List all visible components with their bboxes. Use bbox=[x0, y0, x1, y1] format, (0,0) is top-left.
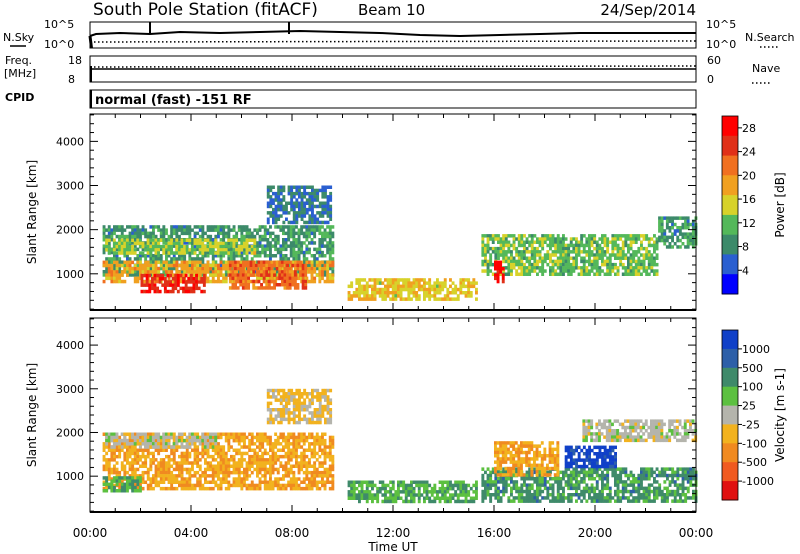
nsearch-label: N.Search bbox=[745, 31, 795, 44]
scatter-region bbox=[582, 419, 698, 443]
power-colorbar: 28 24 20 16 12 8 4 Power [dB] bbox=[721, 115, 787, 295]
colorbar-label: Power [dB] bbox=[773, 172, 787, 237]
scatter-region bbox=[266, 388, 333, 425]
nsky-label: N.Sky bbox=[3, 31, 35, 44]
nave-tick-low: 0 bbox=[707, 73, 714, 86]
colorbar-tick-label: 24 bbox=[742, 146, 756, 159]
scatter-region bbox=[102, 476, 142, 493]
colorbar-tick-label: 25 bbox=[742, 400, 756, 413]
nsky-tick-high: 10^5 bbox=[44, 18, 74, 31]
nave-label: Nave bbox=[752, 62, 780, 75]
cpid-text: normal (fast) -151 RF bbox=[95, 93, 252, 108]
x-tick-labels: 00:00 04:00 08:00 12:00 16:00 20:00 00:00 bbox=[73, 526, 714, 540]
date-label: 24/Sep/2014 bbox=[600, 1, 696, 19]
colorbar-segment bbox=[722, 367, 738, 388]
freq-label: Freq. bbox=[5, 54, 32, 67]
x-tick-label: 00:00 bbox=[679, 526, 714, 540]
y-tick-label: 2000 bbox=[56, 426, 84, 439]
freq-unit-label: [MHz] bbox=[4, 67, 36, 80]
nsky-panel bbox=[88, 21, 697, 49]
colorbar-tick-label: -25 bbox=[742, 418, 760, 431]
colorbar-segment bbox=[722, 424, 738, 444]
x-tick-label: 00:00 bbox=[73, 526, 108, 540]
nave-tick-high: 60 bbox=[707, 54, 721, 67]
nsearch-tick-high: 10^5 bbox=[706, 18, 736, 31]
colorbar-tick-label: -500 bbox=[742, 456, 767, 469]
scatter-cells bbox=[102, 388, 698, 504]
x-tick-label: 04:00 bbox=[174, 526, 209, 540]
colorbar-tick-label: 12 bbox=[742, 217, 756, 230]
colorbar-tick-label: 4 bbox=[742, 264, 749, 277]
scatter-region bbox=[564, 445, 617, 469]
scatter-region bbox=[140, 273, 206, 294]
velocity-panel: 1000 2000 3000 4000 Slant Range [km] bbox=[25, 317, 698, 513]
colorbar-tick-label: 8 bbox=[742, 241, 749, 254]
scatter-region bbox=[494, 441, 560, 477]
colorbar-label: Velocity [m s-1] bbox=[773, 368, 787, 462]
colorbar-segment bbox=[722, 195, 738, 216]
colorbar-tick-label: 500 bbox=[742, 362, 763, 375]
colorbar-tick-label: 1000 bbox=[742, 343, 770, 356]
colorbar-tick-label: 28 bbox=[742, 122, 756, 135]
freq-tick-high: 18 bbox=[68, 54, 82, 67]
y-tick-label: 2000 bbox=[56, 224, 84, 237]
colorbar-segment bbox=[722, 330, 738, 350]
y-tick-label: 3000 bbox=[56, 180, 84, 193]
y-axis-label: Slant Range [km] bbox=[25, 363, 39, 467]
colorbar-segment bbox=[722, 135, 738, 157]
colorbar-tick-label: 100 bbox=[742, 381, 763, 394]
x-tick-label: 08:00 bbox=[275, 526, 310, 540]
scatter-region bbox=[102, 432, 335, 491]
colorbar-segment bbox=[722, 481, 738, 501]
colorbar-tick-label: -1000 bbox=[742, 475, 774, 488]
freq-tick-low: 8 bbox=[68, 73, 75, 86]
colorbar-segment bbox=[722, 116, 738, 137]
colorbar-tick-label: -100 bbox=[742, 437, 767, 450]
scatter-region bbox=[102, 260, 335, 284]
colorbar-segment bbox=[722, 175, 738, 196]
colorbar-segment bbox=[722, 214, 738, 236]
y-tick-label: 4000 bbox=[56, 339, 84, 352]
scatter-region bbox=[266, 185, 333, 225]
scatter-region bbox=[347, 278, 478, 301]
y-tick-label: 3000 bbox=[56, 383, 84, 396]
scatter-cells bbox=[102, 185, 698, 301]
y-tick-label: 4000 bbox=[56, 135, 84, 148]
x-tick-label: 12:00 bbox=[376, 526, 411, 540]
colorbar-segment bbox=[722, 405, 738, 425]
colorbar-segment bbox=[722, 254, 738, 275]
station-title: South Pole Station (fitACF) bbox=[93, 0, 318, 20]
scatter-region bbox=[105, 432, 218, 449]
scatter-region bbox=[228, 260, 308, 290]
y-tick-label: 1000 bbox=[56, 268, 84, 281]
colorbar-tick-label: 20 bbox=[742, 169, 756, 182]
colorbar-segment bbox=[722, 462, 738, 482]
colorbar-segment bbox=[722, 386, 738, 407]
freq-panel bbox=[89, 55, 697, 83]
colorbar-segment bbox=[722, 348, 738, 369]
colorbar-segment bbox=[722, 234, 738, 255]
y-tick-label: 1000 bbox=[56, 470, 84, 483]
scatter-region bbox=[105, 238, 257, 255]
scatter-region bbox=[658, 216, 698, 249]
scatter-region bbox=[347, 480, 478, 504]
colorbar-segment bbox=[722, 443, 738, 463]
scatter-region bbox=[494, 260, 505, 284]
x-axis-label: Time UT bbox=[367, 540, 418, 554]
nsearch-tick-low: 10^0 bbox=[706, 38, 736, 51]
nsky-tick-low: 10^0 bbox=[44, 38, 74, 51]
colorbar-segment bbox=[722, 155, 738, 176]
beam-label: Beam 10 bbox=[358, 1, 425, 19]
velocity-colorbar: 1000 500 100 25 -25 -100 -500 -1000 Velocity [m … bbox=[721, 329, 787, 501]
cpid-label: CPID bbox=[5, 91, 34, 104]
colorbar-segment bbox=[722, 274, 738, 295]
scatter-region bbox=[481, 467, 698, 503]
colorbar-tick-label: 16 bbox=[742, 193, 756, 206]
scatter-region bbox=[481, 234, 659, 276]
x-tick-label: 16:00 bbox=[477, 526, 512, 540]
y-axis-label: Slant Range [km] bbox=[25, 160, 39, 264]
power-panel: 1000 2000 3000 4000 Slant Range [km] bbox=[25, 113, 698, 311]
x-tick-label: 20:00 bbox=[578, 526, 613, 540]
